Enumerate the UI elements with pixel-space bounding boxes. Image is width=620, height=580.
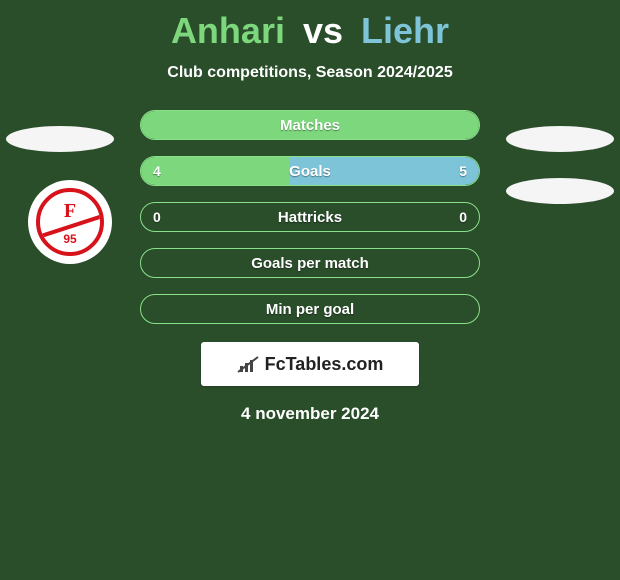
stat-row: Min per goal [140,294,480,324]
player1-club-badge: F 95 [28,180,112,264]
player2-name: Liehr [361,10,449,51]
stat-label: Goals [289,163,331,180]
stat-label: Goals per match [251,255,369,272]
stat-row: 0 Hattricks 0 [140,202,480,232]
bar-chart-icon [237,355,259,373]
date-label: 4 november 2024 [0,404,620,424]
fctables-logo[interactable]: FcTables.com [201,342,419,386]
stat-value-right: 5 [459,163,467,179]
club-badge-number: 95 [40,232,100,246]
stat-row: 4 Goals 5 [140,156,480,186]
logo-text: FcTables.com [265,354,384,375]
club-badge-inner: F 95 [36,188,104,256]
stat-value-left: 4 [153,163,161,179]
stat-value-left: 0 [153,209,161,225]
stat-row: Matches [140,110,480,140]
player1-name: Anhari [171,10,285,51]
club-badge-letter: F [40,200,100,223]
stat-fill-left [141,157,290,185]
stat-value-right: 0 [459,209,467,225]
vs-label: vs [303,10,343,51]
stat-label: Matches [280,117,340,134]
subtitle: Club competitions, Season 2024/2025 [0,64,620,82]
player1-avatar-placeholder [6,126,114,152]
comparison-title: Anhari vs Liehr [0,0,620,52]
player2-club-placeholder [506,178,614,204]
stat-label: Hattricks [278,209,342,226]
stat-label: Min per goal [266,301,354,318]
stat-row: Goals per match [140,248,480,278]
player2-avatar-placeholder [506,126,614,152]
